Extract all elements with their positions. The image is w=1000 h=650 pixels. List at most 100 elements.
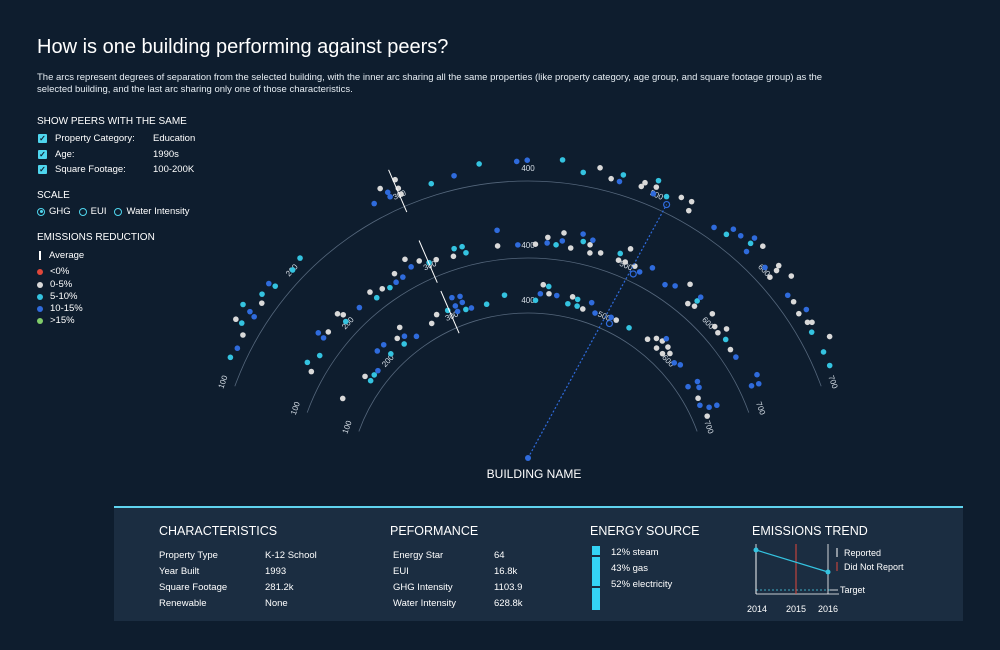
peer-dot <box>579 306 586 312</box>
peer-dot <box>667 350 673 357</box>
arc-line <box>306 257 750 413</box>
peer-dot <box>574 296 581 303</box>
selected-building-marker <box>629 270 637 278</box>
peer-arc-chart: 1002003004005006007001002003004005006007… <box>217 157 840 481</box>
peer-dot <box>730 226 737 232</box>
peer-dot <box>655 177 662 184</box>
peer-dot <box>622 259 629 265</box>
energy-bar-steam <box>592 546 600 555</box>
filter-square-footage[interactable]: ✓ Square Footage: 100-200K <box>38 164 194 175</box>
peer-dot <box>723 326 730 332</box>
peer-dot <box>565 300 571 307</box>
peer-dot <box>709 310 716 317</box>
scale-option-water-intensity[interactable]: Water Intensity <box>114 206 190 217</box>
perf-label: Energy Star <box>393 550 444 561</box>
peer-dot <box>402 256 408 263</box>
radio-icon[interactable] <box>114 207 123 216</box>
peer-dot <box>394 335 401 342</box>
peer-dot <box>233 316 239 323</box>
performance-heading: PEFORMANCE <box>390 524 479 538</box>
peer-dot <box>662 281 668 288</box>
peer-dot <box>380 341 387 348</box>
radio-icon[interactable] <box>78 207 87 216</box>
energy-label: 52% electricity <box>611 579 673 590</box>
peer-dot <box>544 240 550 246</box>
peer-dot <box>396 324 403 331</box>
arc-tick-label: 200 <box>380 353 396 369</box>
peer-dot <box>234 345 241 352</box>
energy-bar-gas <box>592 557 600 586</box>
peer-dot <box>697 294 704 300</box>
checkbox-icon[interactable]: ✓ <box>38 134 47 143</box>
peer-dot <box>384 189 391 196</box>
peer-dot <box>316 352 323 359</box>
peer-dot <box>537 290 544 297</box>
char-value: 281.2k <box>265 582 294 593</box>
arc-tick-label: 400 <box>521 241 535 250</box>
peer-dot <box>587 242 593 248</box>
perf-label: EUI <box>393 566 409 577</box>
characteristics-heading: CHARACTERISTICS <box>159 524 278 538</box>
perf-label: GHG Intensity <box>393 582 453 593</box>
year-label: 2015 <box>786 604 806 614</box>
peer-dot <box>826 333 833 340</box>
peer-dot <box>559 238 566 244</box>
peer-dot <box>649 265 656 271</box>
year-label: 2016 <box>818 604 838 614</box>
peer-dot <box>339 395 346 402</box>
peer-dot <box>454 308 461 315</box>
peer-dot <box>665 344 671 350</box>
peer-dot <box>588 299 595 306</box>
arc-tick-label: 100 <box>341 419 354 435</box>
peer-dot <box>775 262 782 269</box>
peer-dot <box>450 253 457 260</box>
checkbox-icon[interactable]: ✓ <box>38 150 47 159</box>
emissions-trend-chart: 2014 2015 2016 Target Reported Did Not R… <box>747 544 904 614</box>
filter-age[interactable]: ✓ Age: 1990s <box>38 149 179 160</box>
radio-selected-icon[interactable] <box>37 207 45 216</box>
peer-dot <box>265 280 272 287</box>
trend-point[interactable] <box>753 547 759 553</box>
scale-option-label: GHG <box>49 206 71 217</box>
peer-dot <box>451 172 457 179</box>
peer-dot <box>515 242 521 248</box>
filters-heading: SHOW PEERS WITH THE SAME <box>37 116 187 127</box>
scale-option-eui[interactable]: EUI <box>78 206 107 217</box>
energy-label: 43% gas <box>611 563 648 574</box>
legend-item: 10-15% <box>37 303 83 314</box>
scale-option-label: EUI <box>90 206 107 217</box>
peer-dot <box>452 303 459 309</box>
peer-dot <box>532 297 539 304</box>
peer-dot <box>457 293 463 300</box>
selected-building-line <box>527 204 668 459</box>
trend-point[interactable] <box>825 569 831 575</box>
checkbox-icon[interactable]: ✓ <box>38 165 47 174</box>
peer-dot <box>820 349 827 355</box>
peer-dot <box>325 329 332 335</box>
filter-value: 100-200K <box>153 164 195 175</box>
peer-dot <box>613 317 620 323</box>
peer-dot <box>356 304 363 311</box>
peer-dot <box>258 300 265 306</box>
peer-dot <box>644 336 651 343</box>
peer-dot <box>553 242 559 248</box>
peer-dot <box>706 404 712 411</box>
peer-dot <box>804 319 811 326</box>
peer-dot <box>773 267 780 274</box>
peer-dot <box>653 335 660 342</box>
peer-dot <box>580 231 586 237</box>
energy-source-heading: ENERGY SOURCE <box>590 524 700 538</box>
peer-dot <box>694 378 701 385</box>
peer-dot <box>784 292 791 299</box>
scale-option-ghg[interactable]: GHG <box>37 206 71 217</box>
peer-dot <box>608 314 614 321</box>
peer-dot <box>767 274 773 280</box>
filter-label: Age: <box>55 149 75 160</box>
legend-label: 5-10% <box>50 291 78 302</box>
filter-property-category[interactable]: ✓ Property Category: Education <box>38 133 195 144</box>
perf-value: 16.8k <box>494 566 518 577</box>
peer-dot <box>677 362 684 368</box>
peer-dot <box>247 308 253 315</box>
peer-dot <box>685 207 692 214</box>
peer-dot <box>272 283 279 289</box>
